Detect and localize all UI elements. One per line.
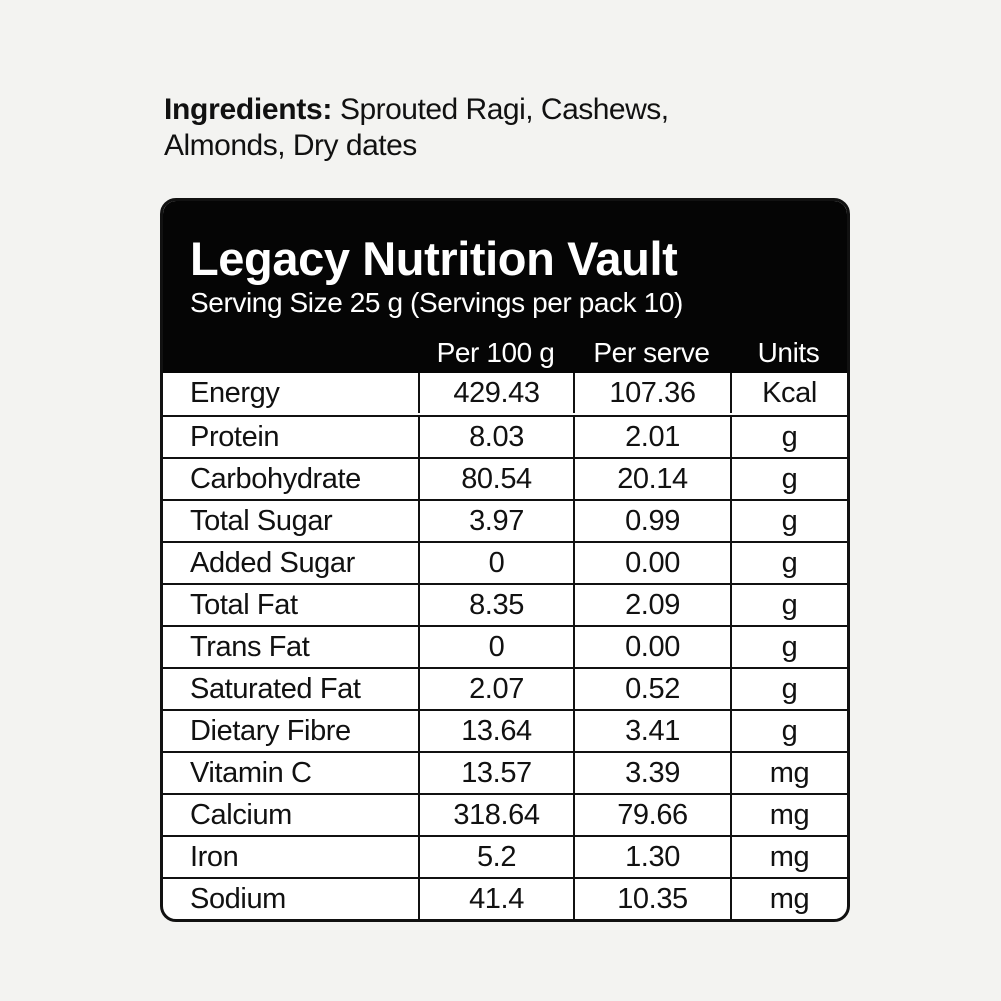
ingredients-text: Sprouted Ragi, Cashews, Almonds, Dry dat…	[164, 93, 669, 162]
per-serve-value: 2.01	[573, 417, 730, 457]
column-header-per-serve: Per serve	[593, 337, 710, 368]
per-serve-value: 0.00	[573, 627, 730, 667]
per-serve-value: 10.35	[573, 879, 730, 919]
nutrient-name: Calcium	[190, 799, 292, 831]
table-row: Added Sugar 0 0.00 g	[163, 541, 847, 583]
per-100g-value: 318.64	[418, 795, 573, 835]
per-100g-value: 8.35	[418, 585, 573, 625]
table-row: Total Fat 8.35 2.09 g	[163, 583, 847, 625]
per-serve-value: 79.66	[573, 795, 730, 835]
per-serve-value: 0.00	[573, 543, 730, 583]
per-100g-value: 429.43	[418, 373, 573, 413]
nutrient-name: Dietary Fibre	[190, 715, 351, 747]
table-row: Total Sugar 3.97 0.99 g	[163, 499, 847, 541]
unit: mg	[730, 837, 847, 877]
nutrient-name: Total Fat	[190, 589, 298, 621]
nutrition-table: Energy 429.43 107.36 Kcal Protein 8.03 2…	[163, 373, 847, 919]
unit: mg	[730, 879, 847, 919]
table-row: Vitamin C 13.57 3.39 mg	[163, 751, 847, 793]
unit: g	[730, 585, 847, 625]
per-serve-value: 20.14	[573, 459, 730, 499]
ingredients-statement: Ingredients: Sprouted Ragi, Cashews, Alm…	[164, 92, 784, 164]
serving-size: Serving Size 25 g (Servings per pack 10)	[190, 287, 683, 318]
per-100g-value: 3.97	[418, 501, 573, 541]
column-header-per-100g: Per 100 g	[436, 337, 555, 368]
unit: mg	[730, 795, 847, 835]
per-100g-value: 41.4	[418, 879, 573, 919]
nutrient-name: Trans Fat	[190, 631, 310, 663]
unit: g	[730, 669, 847, 709]
nutrient-name: Added Sugar	[190, 547, 355, 579]
nutrient-name: Total Sugar	[190, 505, 333, 537]
unit: mg	[730, 753, 847, 793]
nutrition-panel: Legacy Nutrition Vault Serving Size 25 g…	[160, 198, 850, 922]
unit: g	[730, 543, 847, 583]
unit: g	[730, 711, 847, 751]
table-row: Protein 8.03 2.01 g	[163, 415, 847, 457]
per-100g-value: 13.57	[418, 753, 573, 793]
nutrient-name: Carbohydrate	[190, 463, 361, 495]
per-100g-value: 8.03	[418, 417, 573, 457]
column-header-units: Units	[757, 337, 820, 368]
table-row: Sodium 41.4 10.35 mg	[163, 877, 847, 919]
nutrient-name: Saturated Fat	[190, 673, 361, 705]
table-row: Carbohydrate 80.54 20.14 g	[163, 457, 847, 499]
ingredients-label: Ingredients:	[164, 93, 333, 126]
per-100g-value: 2.07	[418, 669, 573, 709]
per-100g-value: 80.54	[418, 459, 573, 499]
table-row: Saturated Fat 2.07 0.52 g	[163, 667, 847, 709]
nutrient-name: Iron	[190, 841, 239, 873]
per-serve-value: 2.09	[573, 585, 730, 625]
nutrition-panel-title: Legacy Nutrition Vault	[190, 232, 678, 285]
per-100g-value: 0	[418, 543, 573, 583]
unit: g	[730, 417, 847, 457]
nutrition-panel-header: Legacy Nutrition Vault Serving Size 25 g…	[163, 201, 847, 373]
per-serve-value: 107.36	[573, 373, 730, 413]
per-serve-value: 0.99	[573, 501, 730, 541]
unit: Kcal	[730, 373, 847, 413]
table-row: Energy 429.43 107.36 Kcal	[163, 373, 847, 415]
per-serve-value: 3.41	[573, 711, 730, 751]
per-100g-value: 5.2	[418, 837, 573, 877]
per-serve-value: 3.39	[573, 753, 730, 793]
per-serve-value: 1.30	[573, 837, 730, 877]
nutrient-name: Energy	[190, 377, 280, 409]
nutrient-name: Protein	[190, 421, 280, 453]
unit: g	[730, 459, 847, 499]
per-100g-value: 13.64	[418, 711, 573, 751]
table-row: Calcium 318.64 79.66 mg	[163, 793, 847, 835]
nutrient-name: Vitamin C	[190, 757, 312, 789]
per-serve-value: 0.52	[573, 669, 730, 709]
per-100g-value: 0	[418, 627, 573, 667]
table-row: Dietary Fibre 13.64 3.41 g	[163, 709, 847, 751]
table-row: Trans Fat 0 0.00 g	[163, 625, 847, 667]
table-row: Iron 5.2 1.30 mg	[163, 835, 847, 877]
nutrient-name: Sodium	[190, 883, 286, 915]
unit: g	[730, 627, 847, 667]
unit: g	[730, 501, 847, 541]
